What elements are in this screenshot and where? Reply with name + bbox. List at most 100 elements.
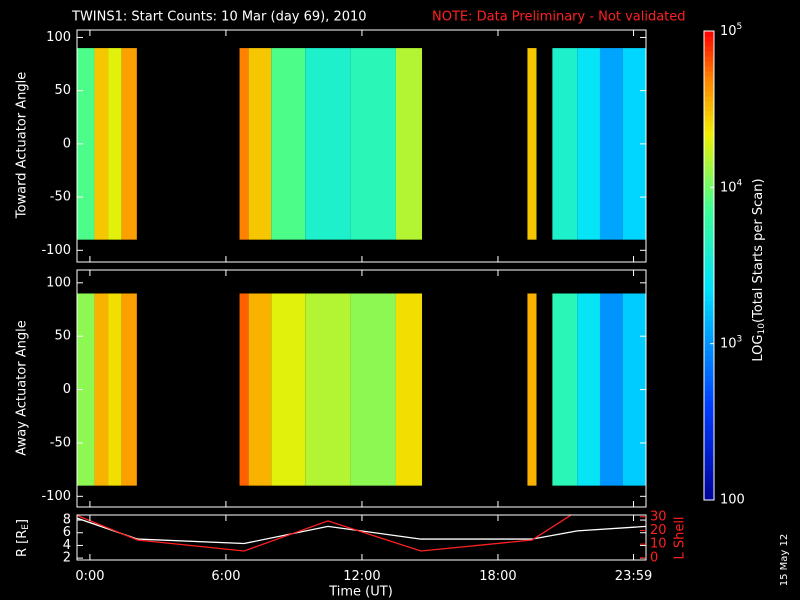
colorbar-cell [704, 250, 714, 257]
colorbar-cell [704, 445, 714, 451]
y-axis-label-sub: E [21, 524, 31, 530]
heatmap-cell [577, 293, 600, 486]
colorbar-cell [704, 175, 714, 182]
tick-label-base: 18:00 [479, 569, 516, 584]
colorbar-cell [704, 305, 714, 311]
colorbar-cell [704, 240, 714, 247]
colorbar-cell [704, 255, 714, 262]
colorbar-cell [704, 135, 714, 142]
colorbar-cell [704, 400, 714, 406]
colorbar-cell [704, 455, 714, 461]
colorbar-cell [704, 470, 714, 476]
tick-label: -50 [50, 190, 71, 205]
heatmap-cell [94, 48, 109, 240]
colorbar-cell [704, 190, 714, 197]
tick-label: 2 [63, 551, 71, 566]
colorbar-cell [704, 85, 714, 92]
tick-label: 20 [650, 523, 667, 538]
tick-label: 0 [63, 136, 71, 151]
colorbar-cell [704, 365, 714, 371]
colorbar-cell [704, 95, 714, 102]
colorbar-cell [704, 90, 714, 97]
tick-label: 100 [720, 493, 745, 508]
heatmap-cell [248, 48, 272, 240]
colorbar-cell [704, 385, 714, 391]
colorbar-cell [704, 380, 714, 386]
heatmap-cell [239, 48, 249, 240]
tick-label: 10 [650, 537, 667, 552]
colorbar-cell [704, 165, 714, 172]
colorbar-cell [704, 160, 714, 167]
colorbar-cell [704, 320, 714, 326]
tick-label: -50 [50, 435, 71, 450]
colorbar-cell [704, 350, 714, 356]
chart-note: NOTE: Data Preliminary - Not validated [432, 10, 686, 25]
heatmap-cell [395, 48, 423, 240]
y-axis-label: Toward Actuator Angle [15, 72, 30, 219]
colorbar-cell [704, 475, 714, 481]
colorbar-cell [704, 230, 714, 237]
footer-date: 15 May 12 [779, 534, 790, 586]
colorbar-label: LOG10(Total Starts per Scan) [751, 178, 767, 361]
tick-label-base: 10 [720, 24, 737, 39]
colorbar-cell [704, 55, 714, 62]
heatmap-cell [527, 48, 537, 240]
colorbar-cell [704, 335, 714, 341]
tick-label: 30 [650, 509, 667, 524]
heatmap-cell [305, 293, 351, 486]
colorbar-cell [704, 215, 714, 222]
chart-title: TWINS1: Start Counts: 10 Mar (day 69), 2… [71, 10, 367, 25]
colorbar-cell [704, 120, 714, 127]
colorbar-cell [704, 345, 714, 351]
colorbar-cell [704, 355, 714, 361]
colorbar-cell [704, 440, 714, 446]
colorbar-cell [704, 35, 714, 42]
colorbar-cell [704, 105, 714, 112]
colorbar-cell [704, 195, 714, 202]
colorbar-cell [704, 420, 714, 426]
tick-label: 103 [720, 334, 742, 351]
tick-label: 0 [650, 550, 658, 565]
heatmap-cell [577, 48, 600, 240]
heatmap-cell [108, 48, 122, 240]
tick-label: 104 [720, 178, 743, 195]
tick-label-base: 12:00 [343, 569, 380, 584]
colorbar-cell [704, 145, 714, 152]
colorbar-cell [704, 390, 714, 396]
colorbar-cell [704, 300, 714, 306]
colorbar-cell [704, 75, 714, 82]
heatmap-cell [108, 293, 122, 486]
heatmap-cell [77, 293, 95, 486]
heatmap-cell [77, 48, 95, 240]
colorbar-cell [704, 325, 714, 331]
heatmap-cell [305, 48, 351, 240]
tick-label: 6:00 [211, 569, 240, 584]
heatmap-cell [248, 293, 272, 486]
colorbar-cell [704, 225, 714, 232]
colorbar-cell [704, 330, 714, 336]
colorbar-cell [704, 125, 714, 132]
tick-label-base: 10 [720, 180, 737, 195]
heatmap-cell [622, 293, 646, 486]
colorbar-cell [704, 170, 714, 177]
colorbar-cell [704, 80, 714, 87]
tick-label: 6 [63, 525, 71, 540]
colorbar-cell [704, 45, 714, 52]
colorbar-cell [704, 340, 714, 346]
heatmap-cell [395, 293, 423, 486]
colorbar-cell [704, 260, 714, 266]
y-axis-label-part: R [R [15, 530, 30, 557]
heatmap-cell [239, 293, 249, 486]
heatmap-cell [552, 48, 578, 240]
y-axis-label: Away Actuator Angle [15, 320, 30, 455]
tick-label: 100 [46, 275, 71, 290]
heatmap-cell [527, 293, 537, 486]
colorbar-cell [704, 285, 714, 291]
tick-label-base: 0:00 [75, 569, 104, 584]
colorbar-cell [704, 410, 714, 416]
colorbar-cell [704, 115, 714, 122]
colorbar-cell [704, 465, 714, 471]
colorbar-cell [704, 490, 714, 496]
colorbar-cell [704, 485, 714, 491]
